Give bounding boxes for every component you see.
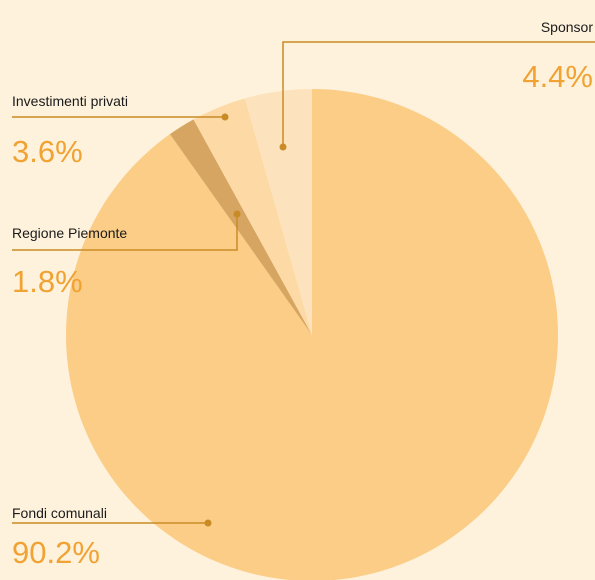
slice-label: Fondi comunali — [12, 505, 107, 521]
pie-slice — [193, 98, 312, 336]
slice-value: 4.4% — [522, 59, 593, 94]
slice-label: Regione Piemonte — [12, 225, 127, 241]
leader-dot — [233, 210, 241, 218]
pie-slice — [66, 89, 558, 580]
pie-slice — [244, 89, 312, 335]
slice-value: 1.8% — [12, 264, 83, 299]
slice-value: 90.2% — [12, 535, 100, 570]
slice-label: Investimenti privati — [12, 93, 128, 109]
leader-line — [282, 41, 595, 147]
leader-line — [12, 214, 238, 251]
leader-dot — [221, 113, 229, 121]
leader-dot — [204, 519, 212, 527]
slice-value: 3.6% — [12, 134, 83, 169]
pie-slice — [169, 119, 312, 335]
slice-label: Sponsor — [541, 19, 593, 35]
leader-dot — [279, 143, 287, 151]
